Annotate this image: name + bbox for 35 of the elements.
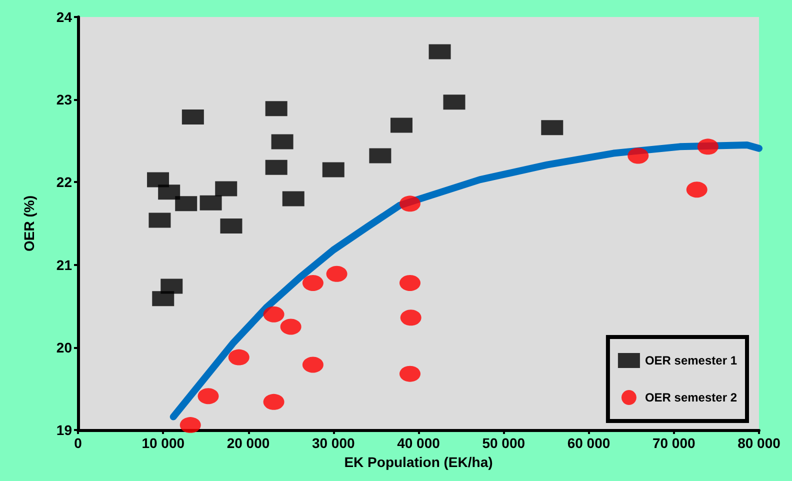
point — [198, 388, 219, 404]
legend-label: OER semester 2 — [644, 390, 738, 404]
point — [686, 182, 708, 198]
y-tick-label: 22 — [56, 174, 72, 190]
point — [280, 318, 302, 335]
y-tick-label: 24 — [56, 9, 72, 25]
point — [400, 196, 420, 212]
x-tick-label: 50 000 — [482, 435, 526, 451]
point — [326, 266, 348, 282]
x-tick-label: 40 000 — [397, 435, 440, 451]
x-tick-label: 0 — [74, 435, 82, 451]
point — [697, 138, 718, 155]
x-tick-label: 20 000 — [226, 435, 270, 451]
point — [263, 394, 284, 410]
y-axis-title: OER (%) — [21, 196, 37, 252]
x-tick-label: 80 000 — [738, 435, 781, 451]
y-tick-label: 21 — [56, 256, 72, 273]
y-tick-label: 20 — [56, 339, 72, 356]
y-tick-label: 23 — [56, 92, 72, 108]
point — [180, 417, 201, 434]
x-tick-label: 60 000 — [567, 435, 610, 451]
point — [302, 356, 324, 373]
point — [628, 148, 649, 164]
point — [302, 274, 324, 291]
y-tick-label: 19 — [56, 422, 72, 438]
x-tick-label: 70 000 — [652, 435, 696, 451]
legend-label: OER semester 1 — [644, 354, 738, 368]
point — [263, 306, 284, 322]
point — [400, 366, 420, 382]
x-tick-label: 30 000 — [312, 435, 355, 451]
x-tick-label: 10 000 — [142, 435, 185, 451]
point — [400, 274, 420, 291]
x-axis-title: EK Population (EK/ha) — [344, 454, 493, 470]
point — [228, 349, 250, 366]
point — [400, 310, 422, 326]
